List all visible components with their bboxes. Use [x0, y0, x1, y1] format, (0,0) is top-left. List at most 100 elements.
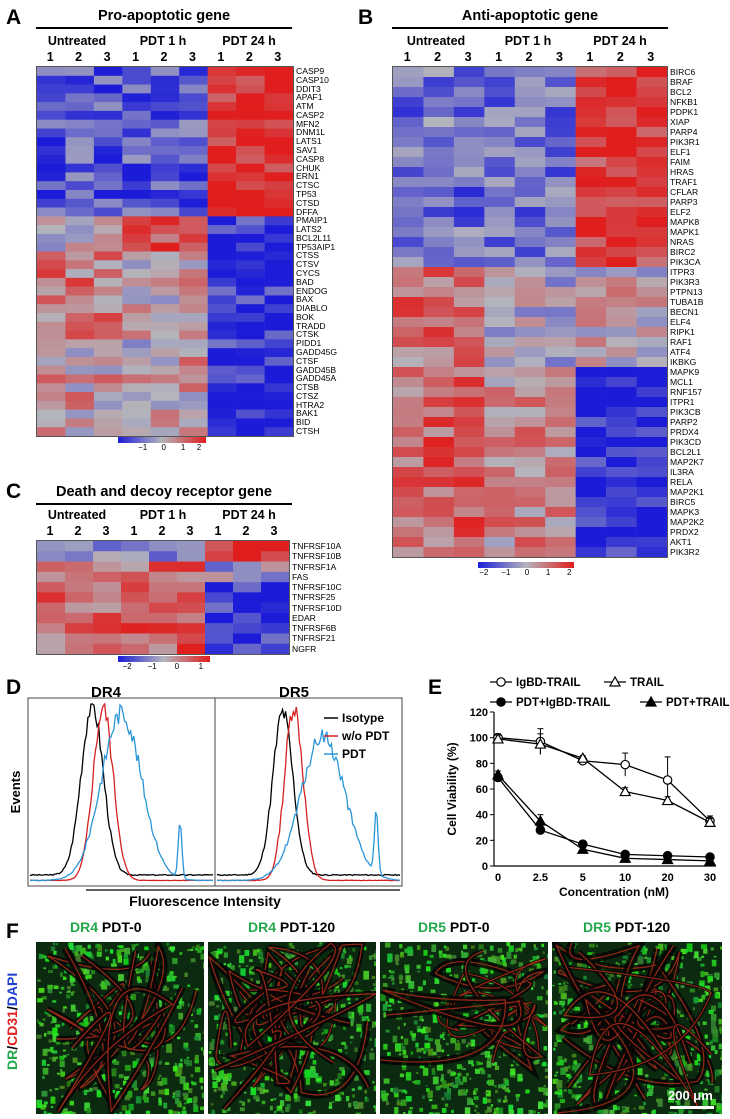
heatmap-cell — [150, 365, 180, 375]
heatmap-cell — [453, 97, 485, 108]
tissue-speck — [416, 1048, 422, 1053]
tissue-speck — [467, 1042, 473, 1046]
heatmap-cell — [207, 260, 237, 270]
heatmap-cell — [606, 397, 637, 408]
dr4-pdt-curve — [29, 703, 214, 882]
tissue-speck — [671, 956, 675, 960]
tissue-speck — [389, 998, 395, 1003]
tissue-speck — [366, 1015, 369, 1019]
cd31-vessel — [559, 942, 658, 1070]
tissue-speck — [172, 1092, 176, 1096]
tissue-speck — [384, 942, 391, 948]
heatmap-cell — [65, 207, 95, 217]
colorbar-tick: 1 — [198, 662, 204, 671]
tissue-speck — [405, 1073, 410, 1077]
tissue-speck — [426, 960, 432, 964]
tissue-speck — [637, 956, 644, 966]
tissue-speck — [117, 945, 120, 948]
heatmap-cell — [179, 392, 208, 402]
tissue-speck — [193, 1096, 198, 1103]
tissue-speck — [453, 974, 459, 979]
tissue-speck — [622, 1109, 627, 1113]
heatmap-cell — [575, 67, 607, 78]
gene-label: MAP2K7 — [670, 457, 704, 467]
heatmap-cell — [122, 84, 152, 94]
data-point — [661, 794, 674, 806]
heatmap-cell — [606, 467, 637, 478]
heatmap-cell — [65, 295, 95, 305]
heatmap-cell — [150, 84, 180, 94]
tissue-speck — [720, 946, 722, 950]
tissue-speck — [76, 945, 83, 952]
heatmap-cell — [65, 321, 95, 331]
heatmap-cell — [453, 187, 485, 198]
heatmap-cell — [514, 237, 546, 248]
heatmap-cell — [65, 75, 95, 85]
heatmap-cell — [545, 127, 576, 138]
tissue-speck — [564, 1066, 569, 1072]
cd31-vessel — [228, 943, 363, 1057]
gene-label: CFLAR — [670, 187, 699, 197]
gene-label: TNFRSF10A — [292, 541, 342, 551]
tissue-speck — [83, 966, 90, 975]
tissue-speck — [439, 1034, 445, 1039]
tissue-speck — [64, 1111, 71, 1114]
heatmap-cell — [453, 87, 485, 98]
heatmap-cell — [545, 497, 576, 508]
tissue-speck — [75, 1009, 78, 1012]
tissue-speck — [375, 980, 376, 989]
tissue-speck — [66, 991, 70, 994]
tissue-speck — [208, 1001, 215, 1006]
tissue-speck — [182, 1028, 185, 1031]
heatmap-cell — [264, 260, 293, 270]
gene-label: AKT1 — [670, 537, 692, 547]
gene-label: PIK3CB — [670, 407, 701, 417]
tissue-speck — [278, 1055, 284, 1060]
gene-label: PMAIP1 — [296, 215, 328, 226]
tissue-speck — [324, 1005, 329, 1008]
tissue-speck — [190, 1013, 193, 1016]
tissue-speck — [190, 1019, 194, 1023]
tissue-speck — [361, 1031, 364, 1033]
tissue-speck — [409, 1107, 413, 1110]
heatmap-cell — [453, 387, 485, 398]
heatmap-cell — [636, 407, 667, 418]
tissue-speck — [505, 1099, 508, 1103]
tissue-speck — [703, 971, 709, 976]
tissue-speck — [244, 949, 250, 956]
tissue-speck — [458, 1081, 464, 1085]
tissue-speck — [422, 980, 426, 986]
replicate-number: 1 — [46, 524, 54, 538]
cd31-vessel — [380, 989, 522, 1063]
tissue-speck — [225, 1032, 229, 1037]
tissue-speck — [251, 1079, 256, 1083]
tissue-speck — [472, 1090, 477, 1095]
tissue-speck — [543, 1085, 546, 1088]
heatmap-cell — [65, 392, 95, 402]
series-trail — [491, 732, 717, 827]
heatmap-cell — [393, 517, 424, 528]
tissue-speck — [502, 1084, 506, 1090]
tissue-speck — [680, 1055, 685, 1059]
colorbar-tick: 2 — [196, 443, 202, 452]
heatmap-cell — [636, 267, 667, 278]
tissue-speck — [63, 1054, 67, 1058]
tissue-speck — [521, 943, 526, 948]
tissue-speck — [382, 1004, 388, 1011]
tissue-speck — [312, 1060, 317, 1065]
heatmap-cell — [261, 643, 289, 654]
dr4-isotype-curve — [29, 703, 214, 877]
gene-label: CASP8 — [296, 153, 325, 164]
tissue-speck — [568, 1076, 574, 1080]
tissue-speck — [518, 947, 523, 951]
micro-1-label: DR4 PDT-0 — [70, 919, 142, 935]
heatmap-cell — [93, 551, 122, 562]
tissue-speck — [401, 1045, 406, 1052]
heatmap-cell — [264, 330, 293, 340]
heatmap-cell — [393, 307, 424, 318]
heatmap-cell — [393, 287, 424, 298]
heatmap-cell — [150, 295, 180, 305]
heatmap-cell — [636, 307, 667, 318]
heatmap-cell — [236, 348, 265, 358]
tissue-speck — [259, 1088, 265, 1095]
